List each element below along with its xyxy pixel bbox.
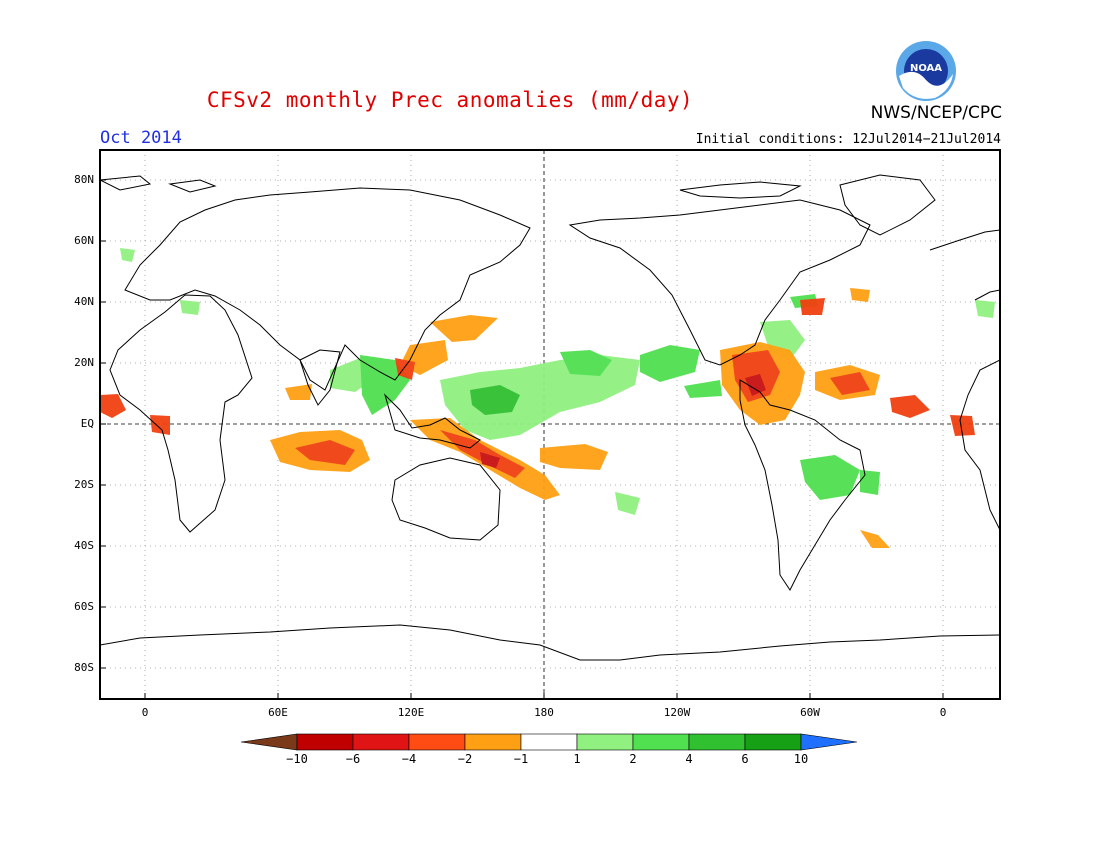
lat-label-60s: 60S bbox=[74, 600, 94, 613]
lon-label-60e: 60E bbox=[268, 706, 288, 719]
lat-label-40n: 40N bbox=[74, 295, 94, 308]
colorbar-label: −4 bbox=[401, 752, 417, 766]
colorbar-label: −1 bbox=[513, 752, 529, 766]
noaa-logo: NOAA bbox=[896, 41, 956, 101]
lat-label-80n: 80N bbox=[74, 173, 94, 186]
colorbar-bin bbox=[576, 733, 634, 751]
colorbar-bin bbox=[632, 733, 690, 751]
colorbar-label: 4 bbox=[685, 752, 693, 766]
colorbar-label: −6 bbox=[345, 752, 361, 766]
lat-label-20s: 20S bbox=[74, 478, 94, 491]
valid-month: Oct 2014 bbox=[100, 128, 182, 148]
colorbar-label: −2 bbox=[457, 752, 473, 766]
colorbar-arrow-right bbox=[800, 733, 858, 751]
coastlines bbox=[100, 174, 1000, 661]
lon-label-60w: 60W bbox=[800, 706, 820, 719]
map-title: CFSv2 monthly Prec anomalies (mm/day) bbox=[206, 88, 694, 112]
lat-label-20n: 20N bbox=[74, 356, 94, 369]
initial-conditions: Initial conditions: 12Jul2014−21Jul2014 bbox=[695, 132, 1001, 147]
svg-text:NOAA: NOAA bbox=[910, 63, 942, 74]
lon-label-0: 0 bbox=[141, 706, 149, 719]
colorbar-label: 6 bbox=[741, 752, 749, 766]
agency-label: NWS/NCEP/CPC bbox=[870, 103, 1002, 123]
colorbar-bin bbox=[408, 733, 466, 751]
lon-label-180: 180 bbox=[534, 706, 554, 719]
colorbar-bin bbox=[688, 733, 746, 751]
colorbar-label: 1 bbox=[573, 752, 581, 766]
colorbar-arrow-left bbox=[240, 733, 298, 751]
lat-label-40s: 40S bbox=[74, 539, 94, 552]
colorbar-bin bbox=[464, 733, 522, 751]
colorbar-bin bbox=[744, 733, 802, 751]
colorbar-label: −10 bbox=[286, 752, 308, 766]
colorbar-bin bbox=[352, 733, 410, 751]
dry-anomalies bbox=[100, 288, 975, 548]
colorbar-label: 10 bbox=[793, 752, 809, 766]
lat-label-eq: EQ bbox=[80, 417, 94, 430]
lon-label-120e: 120E bbox=[397, 706, 425, 719]
lat-label-80s: 80S bbox=[74, 661, 94, 674]
lon-label-120w: 120W bbox=[663, 706, 691, 719]
colorbar-bin bbox=[520, 733, 578, 751]
colorbar-label: 2 bbox=[629, 752, 637, 766]
lat-label-60n: 60N bbox=[74, 234, 94, 247]
lon-label-0-right: 0 bbox=[939, 706, 947, 719]
colorbar-bin bbox=[296, 733, 354, 751]
